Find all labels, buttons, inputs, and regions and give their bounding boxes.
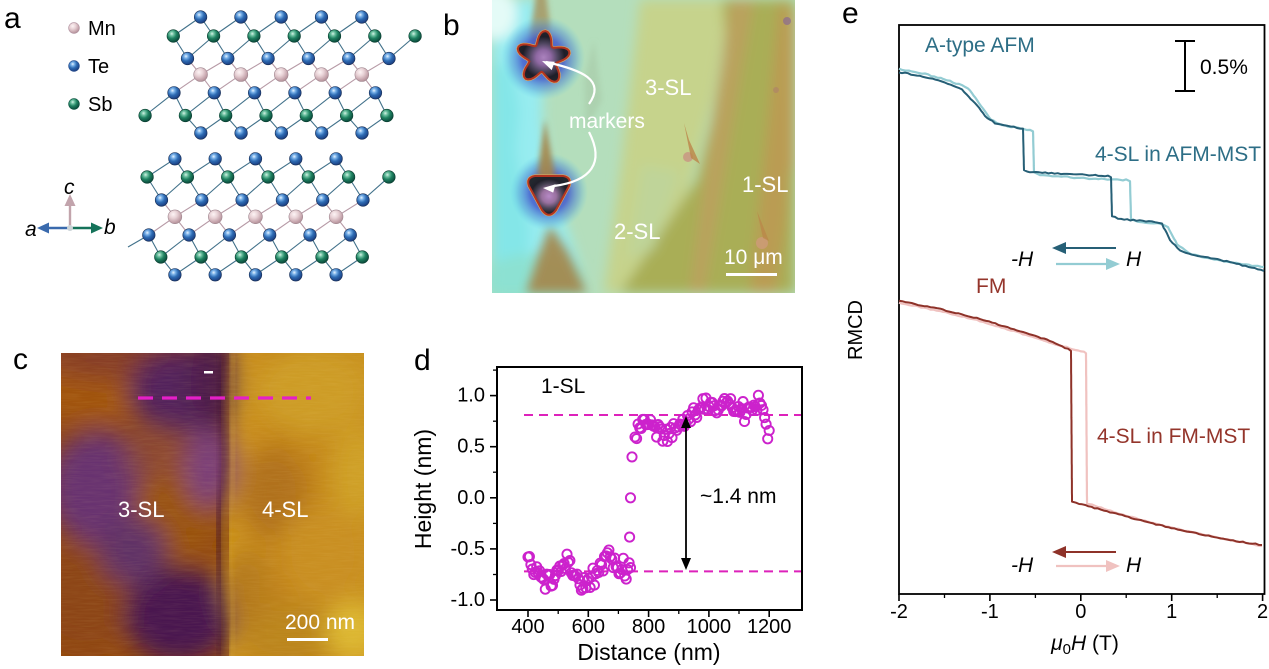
svg-text:3-SL: 3-SL — [118, 497, 164, 522]
svg-text:-1.0: -1.0 — [451, 589, 485, 611]
svg-text:RMCD: RMCD — [845, 300, 867, 360]
svg-text:4-SL: 4-SL — [262, 497, 308, 522]
svg-text:1000: 1000 — [687, 616, 732, 638]
svg-text:H: H — [1126, 554, 1142, 577]
svg-text:4-SL in FM-MST: 4-SL in FM-MST — [1097, 425, 1250, 448]
svg-text:1.0: 1.0 — [457, 385, 485, 407]
svg-text:Distance (nm): Distance (nm) — [577, 639, 720, 665]
svg-text:200 nm: 200 nm — [285, 611, 355, 634]
svg-text:2: 2 — [1257, 601, 1268, 623]
svg-text:~1.4 nm: ~1.4 nm — [700, 485, 776, 508]
svg-text:800: 800 — [632, 616, 665, 638]
svg-text:1200: 1200 — [747, 616, 792, 638]
svg-text:-H: -H — [1011, 248, 1034, 271]
svg-text:0.0: 0.0 — [457, 487, 485, 509]
svg-text:Mn: Mn — [88, 18, 116, 40]
svg-text:c: c — [64, 176, 75, 199]
svg-text:-0.5: -0.5 — [451, 538, 485, 560]
svg-text:1-SL: 1-SL — [742, 172, 788, 197]
svg-text:3-SL: 3-SL — [645, 75, 691, 100]
svg-text:0.5: 0.5 — [457, 436, 485, 458]
svg-text:Sb: Sb — [88, 94, 112, 116]
svg-text:Height (nm): Height (nm) — [410, 429, 436, 549]
svg-text:markers: markers — [569, 110, 645, 133]
svg-text:1-SL: 1-SL — [541, 375, 585, 398]
svg-text:600: 600 — [572, 616, 605, 638]
svg-text:2-SL: 2-SL — [614, 219, 660, 244]
svg-text:400: 400 — [511, 616, 544, 638]
svg-text:0: 0 — [1075, 601, 1086, 623]
svg-text:A-type AFM: A-type AFM — [925, 34, 1035, 57]
svg-text:-2: -2 — [890, 601, 908, 623]
svg-text:FM: FM — [976, 275, 1006, 298]
svg-text:1: 1 — [1166, 601, 1177, 623]
svg-text:-1: -1 — [981, 601, 999, 623]
svg-text:10 μm: 10 μm — [724, 246, 783, 269]
svg-text:b: b — [104, 216, 116, 239]
svg-text:Te: Te — [88, 56, 109, 78]
svg-text:μ0H (T): μ0H (T) — [1050, 632, 1119, 658]
svg-text:H: H — [1126, 248, 1142, 271]
svg-text:4-SL in AFM-MST: 4-SL in AFM-MST — [1095, 143, 1261, 166]
svg-text:-H: -H — [1011, 554, 1034, 577]
svg-text:a: a — [25, 218, 37, 241]
svg-text:0.5%: 0.5% — [1200, 56, 1248, 79]
